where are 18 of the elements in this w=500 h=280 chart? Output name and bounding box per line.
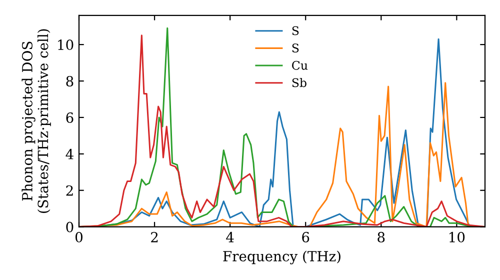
- x-tick-label: 8: [378, 232, 385, 242]
- x-tick-label: 10: [450, 232, 465, 242]
- legend-label: S: [292, 26, 299, 36]
- x-tick-label: 0: [75, 232, 82, 242]
- y-tick-label: 4: [66, 148, 74, 160]
- x-tick-label: 4: [226, 232, 234, 242]
- x-tick-label: 2: [151, 232, 158, 242]
- legend-label: Cu: [292, 60, 308, 70]
- y-axis-title: Phonon projected DOS (States/THz·primitive cell): [22, 29, 51, 213]
- y-tick-label: 2: [66, 185, 73, 196]
- x-tick-label: 6: [302, 232, 310, 242]
- y-tick-label: 8: [66, 76, 74, 86]
- y-tick-label: 6: [66, 112, 74, 123]
- x-axis-title: Frequency (THz): [223, 250, 340, 264]
- y-tick-label: 0: [66, 222, 74, 232]
- y-tick-label: 10: [58, 40, 74, 50]
- legend-label: S: [292, 44, 299, 52]
- legend-label: Sb: [292, 78, 306, 88]
